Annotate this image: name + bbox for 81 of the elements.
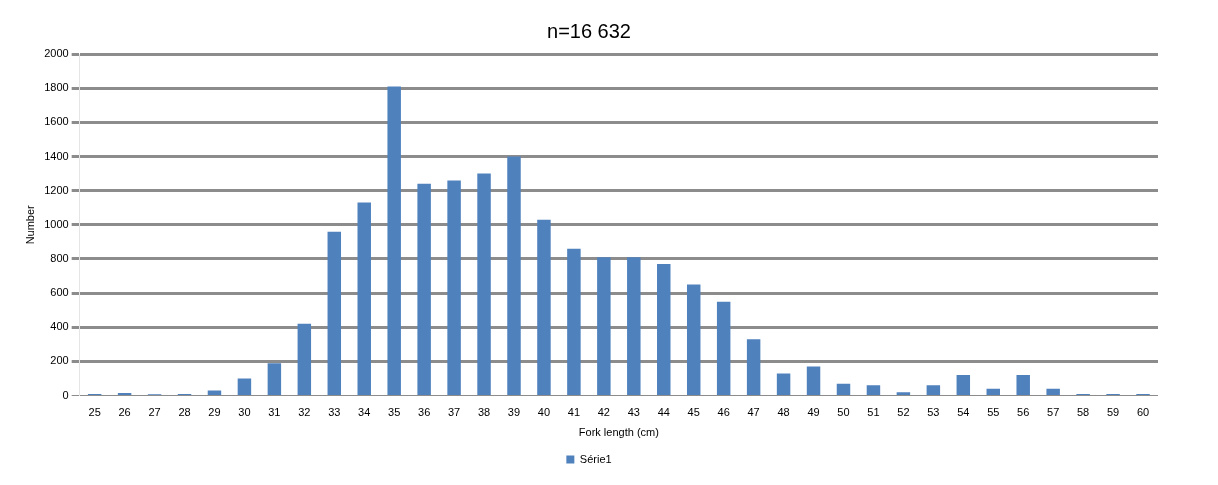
y-tick-label: 400	[50, 320, 69, 333]
y-tick-label: 1600	[44, 115, 69, 128]
x-tick-label: 44	[657, 406, 670, 419]
bar	[357, 202, 371, 396]
bar	[746, 339, 761, 396]
x-tick-label: 25	[88, 406, 101, 419]
x-tick-label: 35	[388, 406, 401, 419]
x-tick-label: 50	[837, 406, 850, 419]
x-tick-label: 31	[268, 406, 281, 419]
y-tick-label: 1800	[44, 81, 69, 94]
x-tick-label: 49	[807, 406, 820, 419]
y-tick-label: 2000	[44, 47, 69, 60]
x-axis-title: Fork length (cm)	[578, 426, 659, 439]
x-tick-label: 39	[507, 406, 521, 419]
x-tick-label: 55	[987, 406, 1000, 419]
bar	[1046, 388, 1060, 396]
bar	[657, 264, 671, 396]
x-tick-label: 30	[238, 406, 251, 419]
x-tick-label: 47	[747, 406, 760, 419]
y-tick-label: 800	[50, 251, 69, 264]
x-tick-label: 43	[627, 406, 640, 419]
x-tick-label: 48	[777, 406, 790, 419]
bar	[627, 257, 641, 396]
x-tick-label: 29	[208, 406, 221, 419]
bar	[447, 180, 461, 396]
y-tick-label: 1400	[44, 149, 69, 162]
bar	[806, 366, 821, 396]
x-tick-label: 42	[597, 406, 610, 419]
y-tick-label: 1000	[44, 217, 69, 230]
x-tick-label: 40	[537, 406, 551, 419]
x-tick-label: 53	[927, 406, 940, 419]
y-tick-label: 200	[50, 354, 69, 367]
y-axis-title: Number	[23, 204, 36, 245]
bar	[896, 392, 911, 396]
x-tick-label: 60	[1136, 406, 1150, 419]
legend-label: Série1	[579, 452, 612, 465]
bar	[926, 385, 941, 396]
bar	[866, 385, 881, 396]
bar	[267, 363, 282, 396]
bar	[567, 248, 581, 396]
x-tick-label: 38	[477, 406, 491, 419]
bar	[716, 301, 731, 396]
x-tick-label: 45	[687, 406, 700, 419]
bar	[537, 219, 551, 396]
bar	[597, 257, 611, 396]
x-tick-label: 37	[447, 406, 461, 419]
x-tick-label: 28	[178, 406, 191, 419]
bar	[417, 183, 431, 396]
chart-title: n=16 632	[547, 19, 631, 42]
bar	[507, 156, 521, 396]
x-tick-label: 36	[418, 406, 431, 419]
bar	[836, 383, 851, 396]
bar	[207, 390, 222, 396]
x-tick-label: 58	[1076, 406, 1090, 419]
x-tick-label: 27	[148, 406, 161, 419]
x-tick-label: 41	[567, 406, 581, 419]
bar	[327, 231, 342, 396]
bar	[117, 393, 132, 396]
x-tick-label: 56	[1017, 406, 1030, 419]
x-tick-label: 33	[328, 406, 341, 419]
x-tick-label: 26	[118, 406, 131, 419]
x-tick-label: 54	[957, 406, 970, 419]
bar	[297, 323, 312, 396]
y-tick-label: 600	[50, 286, 69, 299]
x-tick-label: 51	[867, 406, 880, 419]
bar	[237, 378, 252, 396]
x-tick-label: 59	[1106, 406, 1120, 419]
bar	[986, 388, 1000, 396]
bar	[686, 284, 701, 396]
x-tick-label: 34	[358, 406, 371, 419]
x-tick-label: 57	[1047, 406, 1060, 419]
bar	[1016, 375, 1030, 396]
bar	[956, 375, 971, 396]
y-tick-label: 0	[62, 388, 69, 401]
bar	[387, 86, 401, 396]
y-tick-label: 1200	[44, 183, 69, 196]
bar	[477, 173, 491, 396]
x-tick-label: 46	[717, 406, 730, 419]
bar	[776, 373, 791, 396]
x-tick-label: 52	[897, 406, 910, 419]
x-tick-label: 32	[298, 406, 311, 419]
